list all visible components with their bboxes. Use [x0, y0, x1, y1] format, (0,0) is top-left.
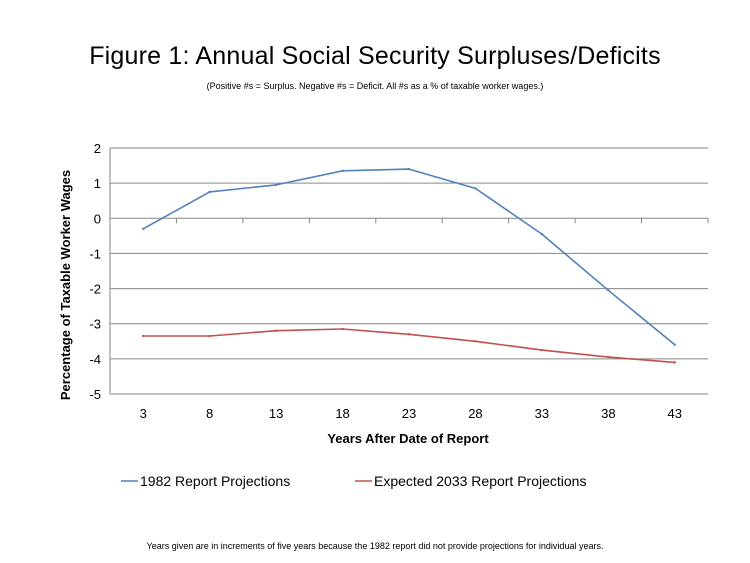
data-point — [474, 187, 477, 190]
legend: 1982 Report Projections Expected 2033 Rep… — [121, 473, 586, 489]
legend-label: 1982 Report Projections — [140, 473, 290, 489]
data-point — [142, 334, 145, 338]
y-tick-label: -2 — [89, 282, 101, 297]
y-axis-title: Percentage of Taxable Worker Wages — [58, 170, 73, 400]
data-point — [540, 232, 544, 236]
data-point — [607, 289, 610, 292]
data-point — [673, 343, 676, 346]
data-point — [607, 355, 610, 359]
legend-label: Expected 2033 Report Projections — [374, 473, 586, 489]
series-line-1 — [142, 168, 676, 346]
x-tick-label: 28 — [468, 406, 482, 421]
y-tick-label: 0 — [94, 211, 101, 226]
x-tick-label: 3 — [140, 406, 147, 421]
data-point — [142, 227, 145, 231]
data-point — [540, 348, 544, 352]
data-point — [208, 190, 211, 194]
y-tick-label: -5 — [89, 387, 101, 402]
x-tick-label: 43 — [668, 406, 682, 421]
y-tick-label: -1 — [89, 246, 101, 261]
y-tick-label: -4 — [89, 352, 101, 367]
chart-subtitle: (Positive #s = Surplus. Negative #s = De… — [206, 81, 544, 91]
x-axis-title: Years After Date of Report — [327, 431, 489, 446]
x-tick-label: 13 — [269, 406, 283, 421]
data-point — [341, 327, 344, 331]
data-point — [274, 183, 278, 187]
data-point — [407, 333, 411, 336]
x-tick-label: 8 — [206, 406, 213, 421]
data-point — [474, 340, 477, 343]
y-tick-labels: 2 1 0 -1 -2 -3 -4 -5 — [89, 141, 101, 402]
chart-title: Figure 1: Annual Social Security Surplus… — [89, 42, 661, 70]
x-tick-label: 38 — [601, 406, 615, 421]
y-tick-label: 2 — [94, 141, 101, 156]
gridlines — [110, 147, 708, 395]
data-point — [407, 167, 411, 171]
data-point — [208, 334, 211, 338]
x-tick-label: 23 — [402, 406, 416, 421]
data-point — [274, 329, 278, 332]
data-point — [341, 169, 344, 173]
data-point — [673, 361, 676, 364]
chart-footnote: Years given are in increments of five ye… — [146, 541, 604, 551]
x-tick-label: 18 — [335, 406, 349, 421]
x-tick-labels: 3 8 13 18 23 28 33 38 43 — [140, 406, 682, 421]
y-tick-label: -3 — [89, 317, 101, 332]
axes — [109, 148, 709, 394]
x-tick-label: 33 — [535, 406, 549, 421]
y-tick-label: 1 — [94, 176, 101, 191]
series-lines — [142, 167, 676, 364]
